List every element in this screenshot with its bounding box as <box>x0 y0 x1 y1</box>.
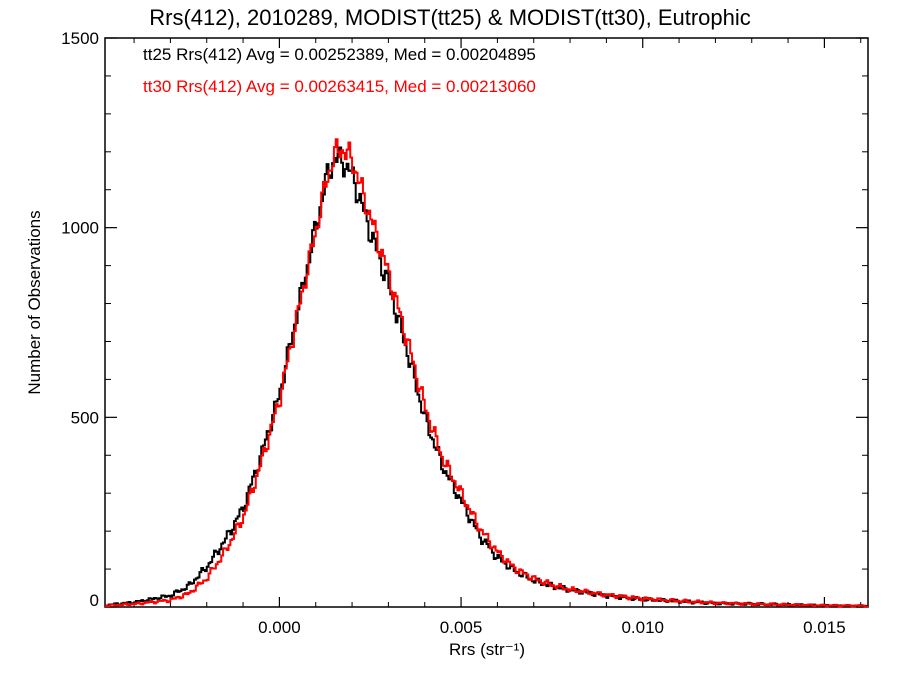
y-tick-label: 0 <box>90 591 99 610</box>
x-tick-label: 0.000 <box>258 618 301 637</box>
series-line-tt25 <box>105 146 868 608</box>
x-tick-label: 0.005 <box>440 618 483 637</box>
x-tick-label: 0.010 <box>621 618 664 637</box>
y-tick-label: 1000 <box>61 219 99 238</box>
x-tick-label: 0.015 <box>803 618 846 637</box>
y-tick-label: 500 <box>71 408 99 427</box>
chart-title: Rrs(412), 2010289, MODIST(tt25) & MODIST… <box>149 5 751 30</box>
legend-entry-tt30: tt30 Rrs(412) Avg = 0.00263415, Med = 0.… <box>143 77 536 96</box>
y-tick-label: 1500 <box>61 29 99 48</box>
y-axis-ticks: 0 500 1000 1500 <box>61 29 868 610</box>
plot-frame <box>104 37 869 608</box>
legend-entry-tt25: tt25 Rrs(412) Avg = 0.00252389, Med = 0.… <box>143 45 536 64</box>
series-layer <box>105 138 868 608</box>
x-axis-ticks: 0.000 0.005 0.010 0.015 <box>133 38 862 637</box>
y-axis-label: Number of Observations <box>25 210 44 394</box>
x-axis-label: Rrs (str⁻¹) <box>449 640 525 659</box>
series-line-tt30 <box>105 138 868 608</box>
